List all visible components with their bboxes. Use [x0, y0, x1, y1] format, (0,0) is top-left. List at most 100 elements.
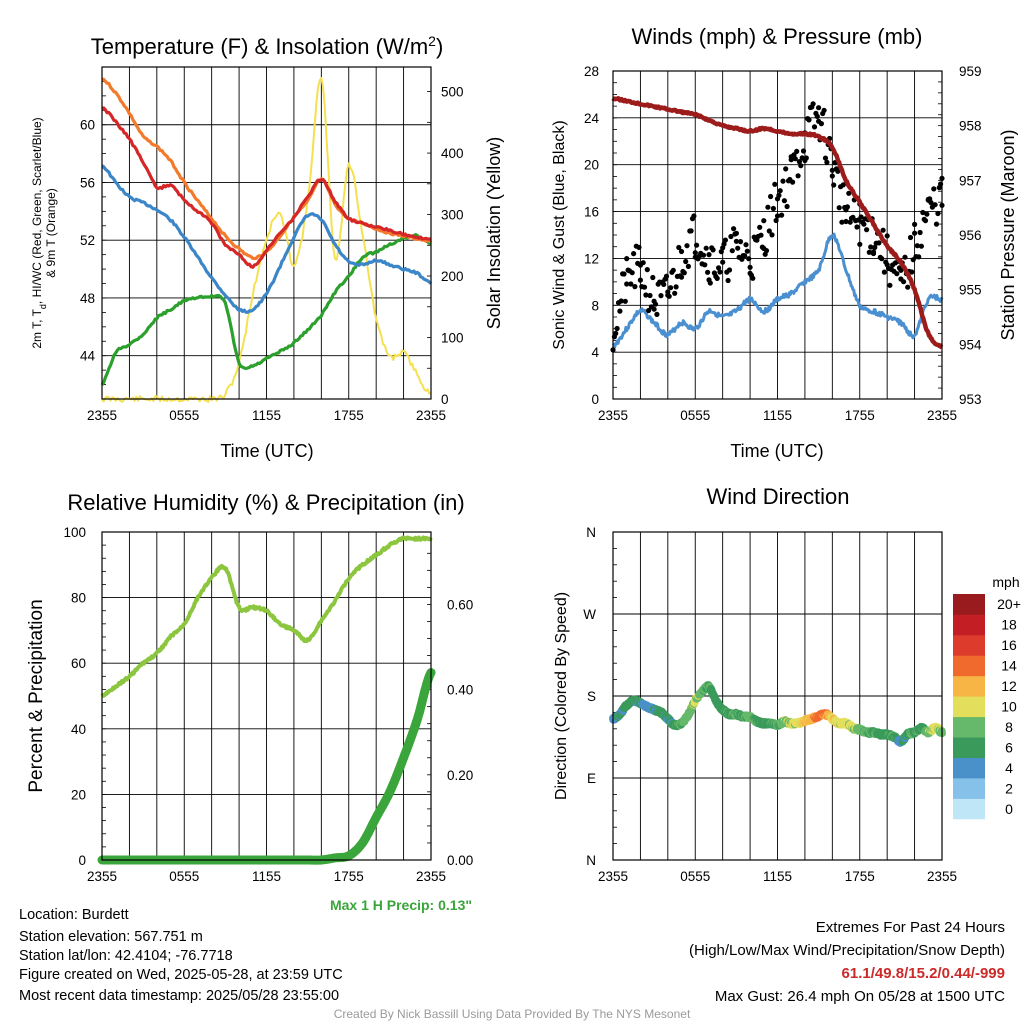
- gust-point: [702, 262, 708, 268]
- gust-point: [721, 241, 727, 247]
- legend-swatch: [953, 798, 985, 820]
- gust-point: [932, 202, 938, 208]
- gust-point: [864, 227, 870, 233]
- wind-xtick-label: 1155: [763, 408, 792, 423]
- gust-point: [831, 182, 837, 188]
- wind-ytick-label: 24: [584, 111, 600, 126]
- gust-point: [783, 166, 789, 172]
- footer-latlon: Station lat/lon: 42.4104; -76.7718: [19, 948, 233, 964]
- gust-point: [887, 282, 893, 288]
- gust-point: [622, 298, 628, 304]
- temp-ylabel-line2: & 9m T (Orange): [44, 188, 58, 278]
- gust-point: [678, 248, 685, 255]
- gust-point: [796, 159, 803, 165]
- footer-location: Location: Burdett: [19, 907, 129, 923]
- gust-point: [777, 188, 783, 194]
- extremes-subtitle: (High/Low/Max Wind/Precipitation/Snow De…: [689, 942, 1005, 959]
- legend-swatch: [953, 716, 985, 738]
- gust-point: [747, 264, 753, 270]
- dir-chart-title: Wind Direction: [706, 484, 849, 509]
- gust-point: [624, 256, 630, 262]
- temp-xtick-label: 2355: [416, 408, 446, 423]
- gust-point: [898, 267, 904, 273]
- rh-chart-title: Relative Humidity (%) & Precipitation (i…: [67, 490, 464, 515]
- gust-point: [681, 270, 687, 276]
- legend-swatch: [953, 757, 985, 779]
- temp-xtick-label: 0555: [169, 408, 199, 423]
- extremes-values: 61.1/49.8/15.2/0.44/-999: [841, 965, 1005, 982]
- solar-ylabel: Solar Insolation (Yellow): [484, 137, 504, 329]
- gust-point: [663, 273, 670, 279]
- temp-ytick-label: 44: [80, 349, 96, 364]
- gust-point: [872, 244, 878, 250]
- gust-point: [729, 248, 735, 254]
- gust-point: [716, 265, 722, 271]
- pressure-ytick-label: 953: [959, 392, 982, 407]
- gust-point: [792, 156, 798, 162]
- gust-point: [821, 107, 827, 113]
- series-line-solar: [101, 77, 432, 403]
- gust-point: [824, 159, 830, 165]
- gust-point: [866, 249, 872, 255]
- gust-point: [733, 230, 740, 236]
- precip-ytick-label: 0.40: [447, 683, 473, 698]
- gust-point: [646, 307, 652, 314]
- gust-point: [700, 252, 707, 258]
- gust-point: [769, 232, 775, 238]
- gust-point: [717, 269, 723, 275]
- wind-xtick-label: 2355: [598, 408, 628, 423]
- gust-point: [666, 293, 672, 299]
- gust-point: [735, 245, 741, 251]
- gust-point: [912, 221, 918, 227]
- dir-ytick-label: E: [587, 771, 596, 786]
- legend-title: mph: [992, 574, 1019, 590]
- temp-ytick-label: 48: [80, 291, 95, 306]
- gust-point: [933, 221, 940, 227]
- rh-ylabel: Percent & Precipitation: [26, 599, 47, 792]
- gust-point: [750, 275, 756, 281]
- gust-point: [916, 254, 922, 260]
- gust-point: [722, 237, 729, 243]
- gust-point: [884, 233, 890, 239]
- gust-point: [746, 256, 752, 262]
- gust-point: [905, 284, 911, 290]
- gust-point: [688, 228, 694, 234]
- precip-ytick-label: 0.00: [447, 853, 473, 868]
- temp-xtick-label: 1755: [334, 408, 364, 423]
- gust-point: [726, 267, 733, 273]
- gust-point: [914, 243, 920, 249]
- gust-point: [678, 274, 685, 280]
- gust-point: [909, 269, 915, 275]
- gust-point: [694, 242, 700, 248]
- gust-point: [920, 209, 926, 216]
- footer-recent: Most recent data timestamp: 2025/05/28 2…: [19, 988, 340, 1004]
- gust-point: [765, 204, 771, 210]
- dir-ytick-label: N: [586, 525, 596, 540]
- gust-point: [744, 248, 750, 254]
- gust-point: [881, 269, 888, 275]
- gust-points: [610, 101, 945, 353]
- gust-point: [879, 256, 885, 262]
- gust-point: [795, 173, 801, 179]
- wind-chart-title: Winds (mph) & Pressure (mb): [632, 24, 923, 49]
- gust-point: [836, 205, 842, 211]
- legend-swatch: [953, 594, 985, 615]
- gust-point: [651, 306, 657, 312]
- legend-swatch: [953, 614, 985, 636]
- gust-point: [668, 285, 674, 291]
- gust-point: [628, 281, 634, 287]
- gust-point: [781, 198, 788, 204]
- gust-point: [912, 230, 918, 236]
- gust-point: [768, 193, 774, 200]
- gust-point: [743, 242, 749, 248]
- wind-ytick-label: 16: [584, 205, 599, 220]
- gust-point: [641, 284, 648, 290]
- pressure-ytick-label: 959: [959, 64, 982, 79]
- gust-point: [811, 124, 818, 130]
- rh-ytick-label: 60: [71, 656, 86, 671]
- legend-label: 12: [1001, 678, 1017, 694]
- gust-point: [670, 267, 676, 273]
- gust-point: [617, 308, 623, 314]
- gust-point: [761, 218, 767, 224]
- gust-point: [754, 237, 760, 243]
